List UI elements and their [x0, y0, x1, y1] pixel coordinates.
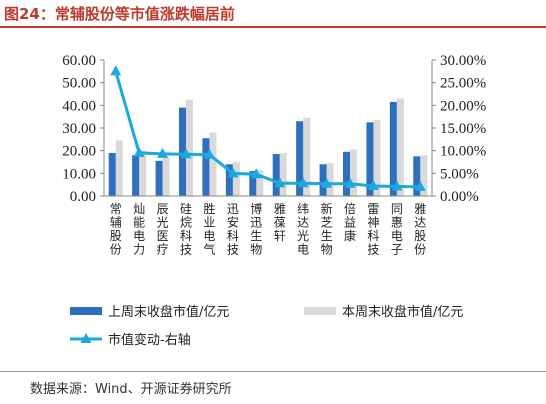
y-left-tick-label: 50.00	[62, 76, 96, 92]
legend-swatch-current-week	[304, 307, 336, 315]
legend-label-current-week: 本周末收盘市值/亿元	[342, 304, 463, 320]
y-left-tick-label: 30.00	[62, 121, 96, 137]
y-right-tick-label: 20.00%	[440, 98, 486, 114]
bar-current-week	[326, 163, 334, 196]
x-tick-label: 新芝生物	[321, 201, 333, 257]
bar-previous-week	[108, 152, 116, 196]
y-right-tick-label: 5.00%	[440, 166, 479, 182]
x-tick-label: 雅达股份	[414, 201, 426, 257]
bar-previous-week	[389, 101, 397, 196]
bar-previous-week	[202, 138, 210, 196]
bar-previous-week	[179, 107, 186, 196]
x-tick-label: 纬达光电	[297, 202, 309, 257]
bar-current-week	[303, 117, 311, 196]
legend-label-line: 市值变动-右轴	[108, 332, 191, 348]
line-point-marker	[414, 180, 426, 191]
x-tick-label: 灿能电力	[133, 202, 145, 257]
x-tick-label: 迅安科技	[227, 202, 239, 257]
y-left-tick-label: 60.00	[62, 53, 96, 69]
legend-label-previous-week: 上周末收盘市值/亿元	[108, 304, 229, 320]
x-tick-label: 雷神科技	[367, 202, 379, 257]
source-note: 数据来源：Wind、开源证券研究所	[30, 382, 232, 397]
y-right-tick-label: 0.00%	[440, 189, 479, 205]
bar-previous-week	[296, 121, 304, 196]
y-left-tick-label: 0.00	[70, 189, 96, 205]
bar-previous-week	[413, 156, 421, 196]
x-tick-label: 胜业电气	[203, 201, 215, 257]
line-point-marker	[297, 177, 309, 188]
bar-previous-week	[366, 122, 374, 196]
line-point-marker	[321, 177, 333, 188]
x-tick-label: 倍益康	[344, 201, 356, 243]
bar-current-week	[232, 162, 240, 196]
bar-current-week	[373, 120, 381, 196]
y-left-tick-label: 20.00	[62, 144, 96, 160]
series-line-market-cap-change	[114, 70, 421, 189]
x-tick-label: 雅葆轩	[274, 201, 286, 243]
bar-current-week	[209, 132, 217, 196]
line-point-marker	[344, 177, 356, 188]
line-point-marker	[250, 168, 262, 179]
bar-current-week	[420, 155, 428, 196]
x-tick-label: 常辅股份	[110, 202, 122, 257]
line-point-marker	[203, 148, 215, 159]
bar-previous-week	[343, 151, 350, 196]
y-right-tick-label: 15.00%	[440, 121, 486, 137]
y-left-tick-label: 40.00	[62, 98, 96, 114]
source-rule	[0, 371, 546, 372]
figure-title: 图24：常辅股份等市值涨跌幅居前	[4, 5, 235, 23]
x-tick-label: 同惠电子	[391, 202, 403, 257]
line-point-marker	[133, 146, 145, 157]
line-point-marker	[391, 180, 403, 191]
line-point-marker	[274, 177, 286, 188]
legend-swatch-previous-week	[70, 307, 102, 315]
bar-current-week	[256, 169, 264, 196]
bar-previous-week	[155, 160, 163, 196]
bar-current-week	[186, 99, 193, 196]
bar-current-week	[139, 150, 147, 196]
bar-previous-week	[249, 171, 257, 196]
y-right-tick-label: 10.00%	[440, 144, 486, 160]
y-right-tick-label: 25.00%	[440, 76, 486, 92]
bar-current-week	[162, 157, 170, 196]
x-tick-label: 博迅生物	[250, 201, 262, 257]
x-tick-label: 辰光医疗	[157, 202, 169, 257]
bar-previous-week	[132, 155, 140, 196]
bar-previous-week	[272, 154, 280, 196]
bar-current-week	[396, 98, 404, 196]
line-point-marker	[227, 167, 239, 178]
line-point-marker	[180, 148, 192, 159]
y-left-tick-label: 10.00	[62, 166, 96, 182]
legend-line-marker	[80, 333, 92, 343]
title-rule	[0, 26, 546, 28]
line-point-marker	[157, 147, 169, 158]
line-point-marker	[110, 65, 122, 76]
bar-current-week	[115, 140, 123, 196]
x-tick-label: 硅烷科技	[180, 202, 192, 257]
bar-previous-week	[319, 164, 327, 196]
line-point-marker	[367, 180, 379, 191]
bar-current-week	[279, 152, 287, 196]
y-right-tick-label: 30.00%	[440, 53, 486, 69]
bar-previous-week	[225, 164, 233, 196]
bar-current-week	[350, 149, 357, 196]
